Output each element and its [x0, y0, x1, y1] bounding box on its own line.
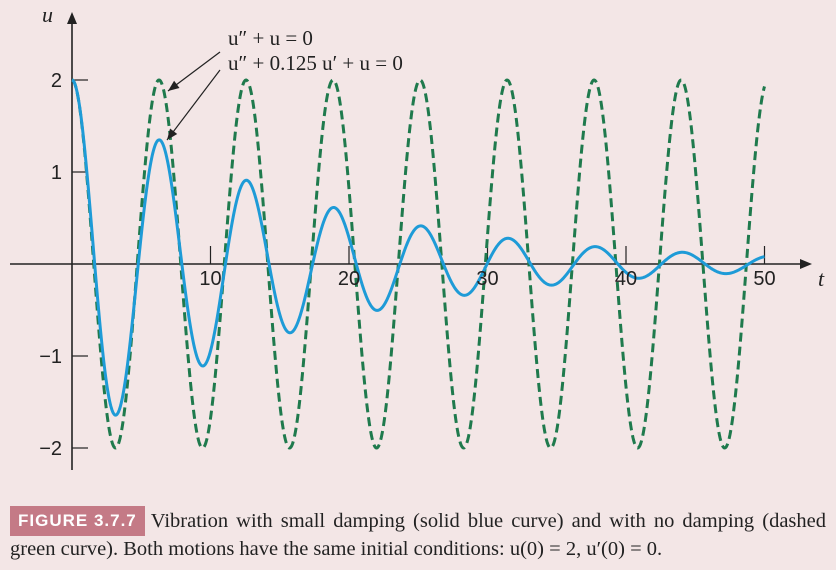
series-damped-line [71, 78, 765, 417]
labels: 10 20 30 40 50 2 1 −1 −2 t u u″ + u = 0u″ + 0.125 u… [39, 2, 825, 460]
figure-label: FIGURE 3.7.7 [10, 506, 145, 536]
annotation-damped: u″ + 0.125 u′ + u = 0 [228, 51, 403, 75]
x-axis-label: t [818, 266, 825, 291]
x-tick-label: 30 [476, 268, 498, 290]
y-axis-label: u [42, 2, 53, 27]
caption-text: Vibration with small damping (solid blue… [10, 510, 826, 560]
x-tick-label: 10 [199, 268, 221, 290]
series-undamped-line [71, 78, 766, 450]
x-tick-label: 50 [753, 268, 775, 290]
y-axis-arrow [67, 12, 77, 24]
curves [71, 78, 766, 450]
annotation-arrow-undamped-head [168, 80, 180, 91]
figure-caption: FIGURE 3.7.7 Vibration with small damping… [10, 506, 826, 563]
y-tick-label: 2 [51, 70, 62, 92]
chart: 10 20 30 40 50 2 1 −1 −2 t u u″ + u = 0u″ + 0.125 u… [10, 2, 825, 470]
y-tick-label: −2 [39, 438, 62, 460]
x-axis-arrow [800, 259, 812, 269]
annotation-arrow-damped-head [167, 128, 178, 140]
y-tick-label: 1 [51, 162, 62, 184]
x-tick-label: 20 [338, 268, 360, 290]
annotation-undamped: u″ + u = 0 [228, 26, 313, 50]
axes [10, 12, 812, 470]
y-tick-label: −1 [39, 346, 62, 368]
annotation-arrow-damped [166, 69, 221, 141]
x-tick-label: 40 [615, 268, 637, 290]
